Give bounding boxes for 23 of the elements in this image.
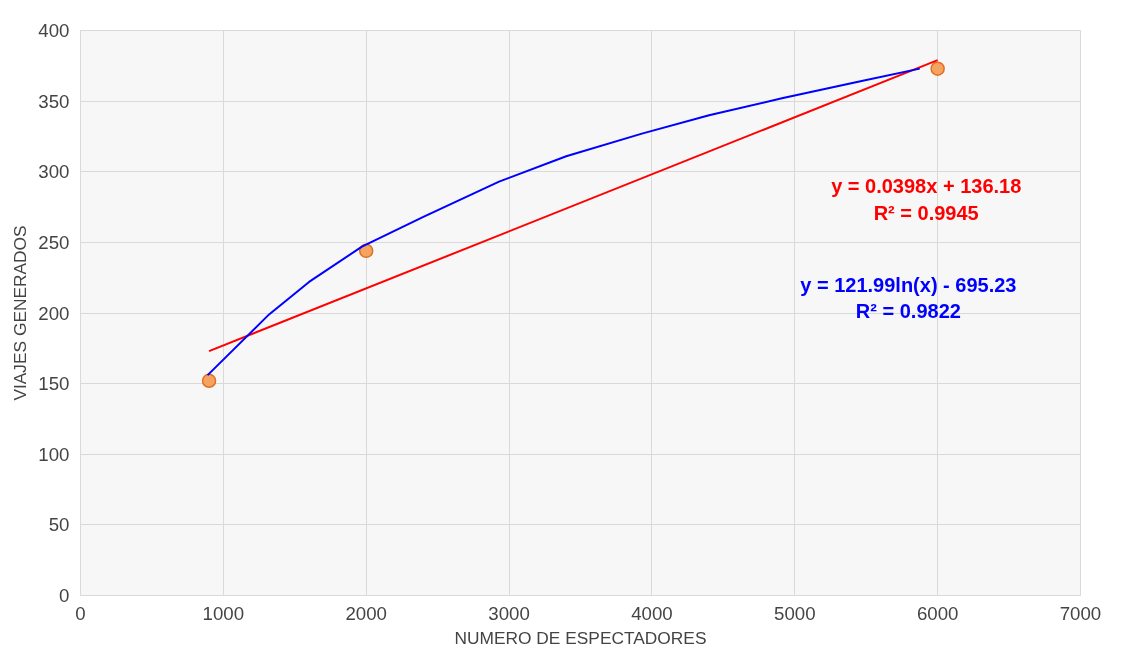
y-tick-label: 250 — [38, 231, 70, 253]
y-tick-label: 200 — [38, 302, 70, 324]
y-axis-title: VIAJES GENERADOS — [10, 225, 31, 401]
y-tick-label: 150 — [38, 373, 70, 395]
y-tick-label: 400 — [38, 20, 70, 41]
point — [201, 373, 217, 389]
text: y = 0.0398x + 136.18 R² = 0.9945 — [831, 175, 1022, 224]
x-tick-label: 2000 — [345, 602, 387, 624]
text: y = 121.99ln(x) - 695.23 R² = 0.9822 — [800, 273, 1017, 323]
y-tick-label: 0 — [59, 585, 70, 606]
x-tick-label: 4000 — [631, 602, 673, 624]
y-tick-label: 350 — [38, 90, 70, 112]
x-tick-label: 7000 — [1059, 602, 1102, 624]
x-tick-label: 1000 — [202, 602, 245, 624]
y-tick-label: 100 — [38, 443, 70, 465]
y-tick-label: 50 — [48, 514, 70, 536]
x-tick-label: 0 — [75, 602, 86, 624]
x-axis-title: NUMERO DE ESPECTADORES — [454, 627, 707, 648]
x-tick-label: 6000 — [916, 602, 959, 624]
point — [930, 61, 945, 76]
x-tick-label: 5000 — [774, 602, 816, 624]
x-tick-label: 3000 — [488, 602, 530, 624]
y-tick-label: 300 — [38, 161, 70, 183]
